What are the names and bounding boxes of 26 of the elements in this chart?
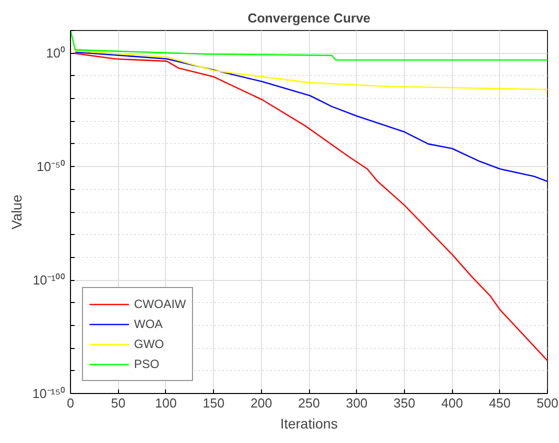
x-tick-label: 350 [394, 396, 416, 410]
line-series [72, 52, 548, 362]
x-axis-title: Iterations [280, 416, 338, 432]
line-series [74, 50, 548, 90]
x-tick-label: 400 [441, 396, 463, 410]
line-series [70, 30, 548, 61]
line-series [74, 51, 548, 182]
x-tick-label: 0 [66, 396, 74, 410]
legend-label: PSO [134, 357, 160, 371]
x-tick-label: 500 [536, 396, 558, 410]
legend-label: GWO [134, 337, 164, 351]
x-tick-label: 100 [155, 396, 177, 410]
legend-label: WOA [134, 317, 163, 331]
y-axis-title: Value [8, 194, 24, 230]
chart-title: Convergence Curve [248, 10, 370, 26]
legend-label: CWOAIW [134, 297, 186, 311]
x-tick-label: 50 [110, 396, 126, 410]
y-tick-label: 10⁻¹⁵⁰ [32, 386, 66, 401]
y-tick-label: 10⁻⁵⁰ [36, 159, 66, 174]
x-tick-label: 250 [298, 396, 320, 410]
y-tick-label: 10⁻¹⁰⁰ [32, 272, 66, 288]
x-tick-label: 200 [250, 396, 272, 410]
y-tick-label: 10⁰ [46, 46, 66, 61]
x-tick-label: 300 [346, 396, 368, 410]
x-tick-label: 150 [202, 396, 224, 410]
x-tick-label: 450 [488, 396, 511, 410]
